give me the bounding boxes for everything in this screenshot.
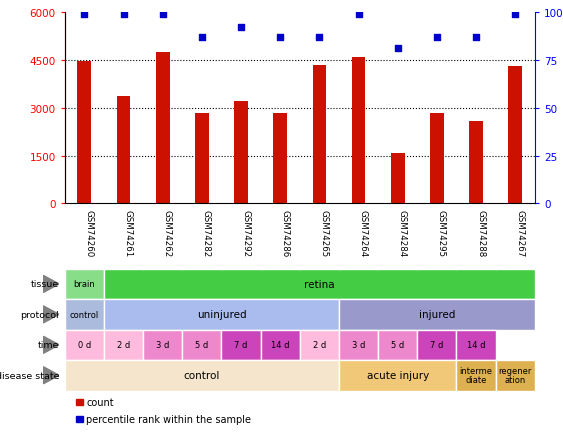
Bar [469, 121, 483, 204]
Point [80, 11, 89, 18]
Text: tissue: tissue [31, 280, 59, 289]
Text: GSM74282: GSM74282 [202, 209, 211, 256]
Text: 3 d: 3 d [352, 341, 365, 349]
Bar [352, 58, 365, 204]
Text: time: time [38, 341, 59, 349]
Text: disease state: disease state [0, 371, 59, 380]
Point [432, 34, 441, 41]
Point [511, 11, 520, 18]
Text: brain: brain [73, 280, 95, 289]
Bar [430, 113, 444, 204]
Polygon shape [43, 306, 59, 323]
Bar [195, 113, 209, 204]
Bar [508, 67, 522, 204]
Text: GSM74260: GSM74260 [84, 209, 93, 256]
Point [393, 46, 402, 53]
Text: 3 d: 3 d [156, 341, 169, 349]
Point [354, 11, 363, 18]
Text: GSM74295: GSM74295 [437, 209, 446, 256]
Text: uninjured: uninjured [196, 310, 246, 319]
Text: 14 d: 14 d [271, 341, 289, 349]
Bar [156, 53, 169, 204]
Polygon shape [43, 367, 59, 384]
Bar [274, 113, 287, 204]
Text: protocol: protocol [20, 310, 59, 319]
Text: GSM74261: GSM74261 [123, 209, 132, 256]
Text: acute injury: acute injury [367, 371, 429, 380]
Text: percentile rank within the sample: percentile rank within the sample [86, 414, 251, 424]
Text: GSM74264: GSM74264 [359, 209, 368, 256]
Text: GSM74265: GSM74265 [319, 209, 328, 256]
Text: GSM74288: GSM74288 [476, 209, 485, 256]
Text: 5 d: 5 d [391, 341, 404, 349]
Text: 7 d: 7 d [234, 341, 248, 349]
Bar [312, 66, 326, 204]
Point [276, 34, 285, 41]
Text: GSM74292: GSM74292 [241, 209, 250, 256]
Text: GSM74267: GSM74267 [515, 209, 524, 256]
Text: 0 d: 0 d [78, 341, 91, 349]
Polygon shape [43, 276, 59, 293]
Text: control: control [184, 371, 220, 380]
Text: 14 d: 14 d [467, 341, 485, 349]
Point [315, 34, 324, 41]
Bar [234, 102, 248, 204]
Bar [117, 96, 131, 204]
Text: retina: retina [304, 279, 334, 289]
Point [119, 11, 128, 18]
Point [198, 34, 207, 41]
Text: GSM74286: GSM74286 [280, 209, 289, 256]
Text: 5 d: 5 d [195, 341, 208, 349]
Text: 2 d: 2 d [117, 341, 130, 349]
Text: 2 d: 2 d [313, 341, 326, 349]
Text: 7 d: 7 d [430, 341, 444, 349]
Text: interme
diate: interme diate [459, 366, 493, 385]
Text: GSM74284: GSM74284 [397, 209, 406, 256]
Point [236, 25, 245, 32]
Text: GSM74262: GSM74262 [163, 209, 172, 256]
Text: control: control [70, 310, 99, 319]
Point [158, 11, 167, 18]
Text: injured: injured [419, 310, 455, 319]
Text: regener
ation: regener ation [499, 366, 532, 385]
Bar [78, 62, 91, 204]
Polygon shape [43, 336, 59, 354]
Text: count: count [86, 398, 114, 407]
Bar [391, 154, 405, 204]
Point [472, 34, 481, 41]
